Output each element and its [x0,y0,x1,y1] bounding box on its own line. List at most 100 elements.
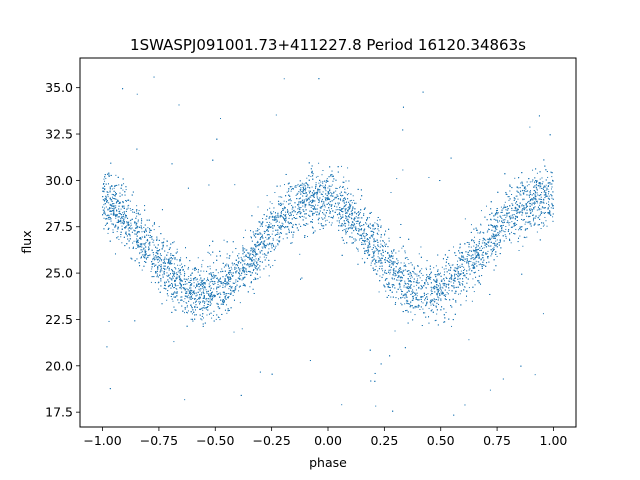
data-point [417,305,419,307]
data-point [301,182,303,184]
data-point [355,216,357,218]
data-point [233,282,235,284]
data-point [218,280,220,282]
data-point [540,196,542,198]
data-point [147,227,149,229]
data-point [159,266,161,268]
data-point [358,229,360,231]
data-point [405,300,407,302]
data-point [510,217,512,219]
data-point [322,191,324,193]
data-point [497,226,499,228]
data-point [466,262,468,264]
data-point [138,231,140,233]
data-point [501,218,503,219]
data-point [308,198,310,200]
data-point [337,204,339,206]
data-point [108,202,110,204]
data-point [388,237,390,239]
data-point [495,233,497,235]
data-point [518,250,520,251]
data-point [527,221,529,223]
data-point [209,285,211,287]
data-point [437,273,439,275]
data-point [502,230,504,232]
data-point [321,174,323,176]
data-point [457,260,459,262]
data-point [217,293,219,295]
data-point [139,213,141,215]
data-point [274,192,276,194]
data-point [368,242,370,244]
data-point [183,288,185,290]
data-point [253,251,255,253]
data-point [250,250,252,252]
data-point [345,230,347,232]
data-point [157,261,159,263]
data-point [424,312,426,314]
data-point [451,264,453,266]
data-point [359,225,361,227]
data-point [115,213,117,215]
data-point [220,303,222,305]
data-point [435,306,437,308]
data-point [121,242,123,244]
data-point [317,188,319,190]
data-point [202,309,204,311]
data-point [505,237,507,239]
data-point [541,192,543,194]
data-point [326,197,328,199]
data-point [508,199,510,201]
data-point [317,204,319,206]
data-point [474,253,476,255]
data-point [499,238,501,240]
data-point [449,273,451,275]
data-point [285,214,287,216]
data-point [305,192,307,194]
data-point [475,250,477,252]
data-point [421,280,423,282]
data-point [328,192,330,194]
data-point [315,204,316,206]
data-point [545,220,547,222]
data-point [356,222,358,224]
data-point [145,229,147,231]
data-point [133,229,135,231]
data-point [343,202,345,204]
data-point [416,295,418,297]
data-point [429,277,431,279]
data-point [216,277,218,279]
data-point [318,182,320,184]
data-point [364,236,366,238]
data-point [530,199,532,201]
data-point [394,274,396,276]
data-point [460,270,462,272]
data-point [466,255,468,257]
data-point [403,265,405,267]
data-point [215,275,217,277]
data-point [470,246,472,248]
data-point [199,279,201,281]
data-point [122,216,124,218]
data-point [103,178,105,180]
data-point [366,220,368,222]
data-point [228,279,230,281]
data-point [370,211,372,213]
data-point [399,287,401,289]
data-point [329,199,331,201]
data-point [141,269,143,271]
data-point [265,265,267,267]
data-point [213,288,215,290]
data-point [267,233,269,235]
data-point [158,288,160,290]
data-point [433,280,435,282]
data-point [345,215,347,217]
data-point [542,212,544,214]
data-point [266,195,268,197]
data-point [463,257,465,259]
data-point [262,218,264,220]
data-point [359,212,361,214]
data-point [166,299,168,301]
data-point [315,176,317,178]
data-point [153,239,155,241]
